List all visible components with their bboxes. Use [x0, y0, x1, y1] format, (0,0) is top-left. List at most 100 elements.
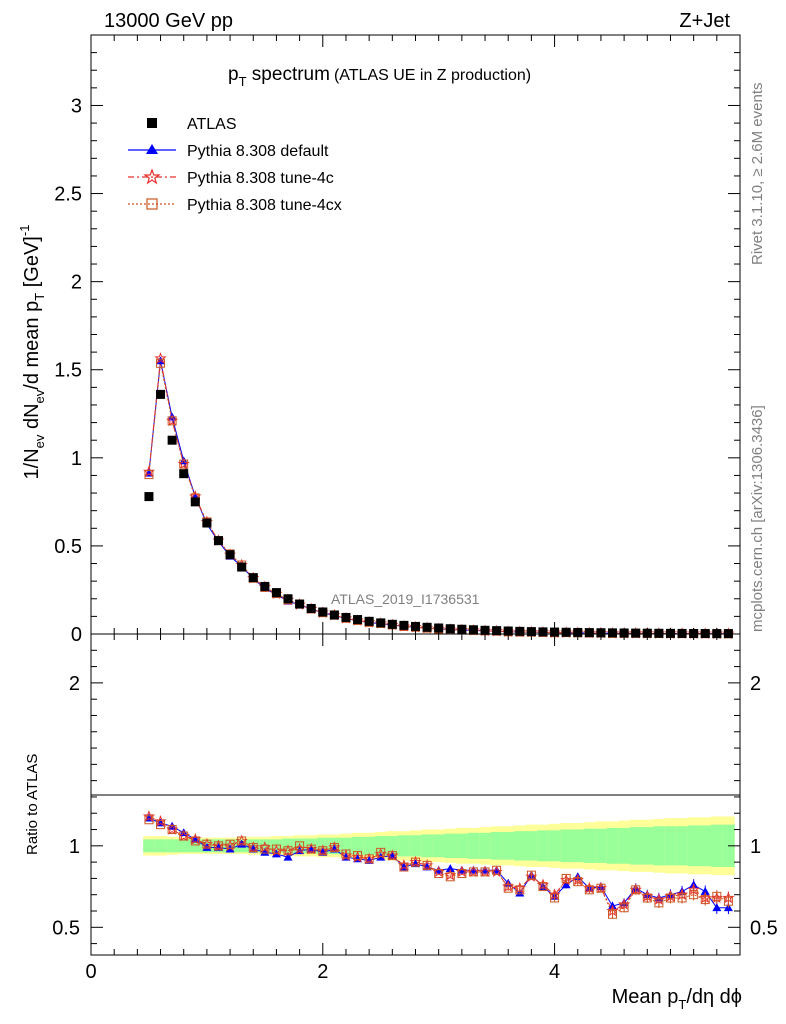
ratio-band-inner — [351, 836, 364, 855]
legend-atlas-marker — [147, 118, 157, 128]
legend-default-marker — [146, 144, 158, 154]
y-tick-label-main: 2 — [71, 272, 82, 294]
ratio-band-inner — [595, 828, 608, 863]
main-point-tune4cx — [179, 459, 189, 469]
analysis-id: ATLAS_2019_I1736531 — [331, 591, 480, 607]
main-point-tune4cx — [144, 470, 154, 480]
ratio-point-tune4cx — [341, 849, 351, 859]
x-axis-label: Mean pT/dη dϕ — [612, 986, 742, 1012]
main-point-tune4cx — [156, 358, 166, 368]
ratio-point-tune4cx — [631, 885, 641, 895]
main-point-atlas — [561, 627, 571, 637]
ratio-point-tune4cx — [596, 883, 606, 893]
main-point-atlas — [422, 622, 432, 632]
ratio-band-inner — [641, 827, 654, 865]
main-point-atlas — [468, 625, 478, 635]
plot-title: pT spectrum (ATLAS UE in Z production) — [228, 64, 531, 89]
main-point-atlas — [677, 628, 687, 638]
axis-ticks — [90, 34, 741, 955]
x-tick-label: 0 — [85, 961, 96, 983]
ratio-band-inner — [177, 839, 191, 853]
y-tick-label-main: 3 — [71, 95, 82, 117]
ratio-band-inner — [490, 831, 503, 860]
ratio-band-inner — [467, 832, 480, 859]
ratio-point-tune4cx — [213, 841, 223, 851]
main-point-atlas — [248, 573, 258, 583]
legend-tune4c-label: Pythia 8.308 tune-4c — [187, 170, 334, 187]
ratio-point-tune4cx — [561, 873, 571, 883]
main-point-atlas — [654, 628, 664, 638]
ratio-point-tune4cx — [167, 825, 177, 835]
ratio-point-tune4cx — [457, 869, 467, 879]
ratio-point-tune4cx — [353, 851, 363, 861]
main-point-atlas — [341, 612, 351, 622]
ratio-point-tune4c — [154, 814, 167, 827]
ratio-band-inner — [537, 830, 550, 862]
ratio-point-tune4c — [142, 810, 156, 822]
main-point-atlas — [167, 435, 177, 445]
ratio-point-tune4cx — [723, 896, 733, 906]
ratio-point-tune4cx — [329, 842, 339, 852]
process-label: Z+Jet — [679, 10, 730, 32]
title-p: p — [228, 64, 239, 85]
ratio-point-tune4cx — [364, 854, 374, 864]
ratio-point-tune4cx — [608, 909, 618, 919]
legend-atlas-label: ATLAS — [187, 116, 237, 133]
ratio-band-inner — [421, 834, 434, 858]
y-tick-label-ratio-left: 2 — [69, 673, 80, 695]
ratio-point-tune4cx — [283, 846, 293, 856]
ratio-point-default — [237, 839, 247, 848]
ratio-point-tune4cx — [480, 867, 490, 877]
ratio-band-inner — [456, 833, 469, 859]
main-point-atlas — [318, 607, 328, 617]
main-point-atlas — [295, 599, 305, 609]
ratio-point-tune4cx — [422, 860, 432, 870]
ratio-band-inner — [606, 827, 619, 864]
ratio-point-tune4cx — [665, 893, 675, 903]
ratio-point-tune4cx — [318, 846, 328, 856]
ratio-band-inner — [409, 835, 422, 857]
main-point-tune4cx — [167, 416, 177, 426]
y-tick-label-main: 1.5 — [54, 360, 82, 382]
ratio-point-tune4cx — [584, 885, 594, 895]
main-point-atlas — [608, 628, 618, 638]
mcplots-label: mcplots.cern.ch [arXiv:1306.3436] — [749, 405, 766, 632]
legend-tune4c-marker — [143, 168, 161, 185]
y-tick-label-ratio-right: 2 — [750, 673, 761, 695]
main-point-atlas — [190, 497, 200, 507]
ratio-point-tune4cx — [503, 883, 513, 893]
ratio-band-inner — [432, 834, 445, 858]
ratio-band-inner — [711, 824, 724, 868]
y-tick-label-ratio-right: 1 — [750, 836, 761, 858]
x-tick-label: 4 — [549, 961, 560, 983]
ratio-point-tune4cx — [712, 891, 722, 901]
ratio-point-tune4cx — [271, 844, 281, 854]
ratio-point-tune4cx — [468, 867, 478, 877]
ratio-point-default — [700, 886, 710, 895]
ratio-point-tune4cx — [619, 903, 629, 913]
main-point-tune4c — [154, 352, 167, 364]
x-tick-label: 2 — [317, 961, 328, 983]
ratio-panel-data — [142, 810, 735, 919]
ratio-point-tune4cx — [677, 893, 687, 903]
ratio-point-tune4cx — [190, 836, 200, 846]
main-point-atlas — [515, 626, 525, 636]
main-point-atlas — [237, 562, 247, 572]
ratio-point-default — [260, 847, 270, 856]
ratio-point-tune4cx — [144, 815, 154, 825]
ratio-band-inner — [548, 830, 561, 862]
ratio-point-tune4cx — [411, 857, 420, 867]
main-point-atlas — [202, 518, 212, 528]
title-rest: spectrum — [247, 64, 330, 85]
main-point-atlas — [411, 621, 420, 631]
ratio-point-tune4cx — [237, 836, 247, 846]
ratio-point-tune4cx — [306, 844, 316, 854]
ratio-band-inner — [687, 825, 700, 867]
main-point-atlas — [399, 620, 409, 630]
y-tick-label-ratio-left: 1 — [69, 836, 80, 858]
ratio-point-tune4cx — [654, 898, 664, 908]
main-point-atlas — [213, 536, 223, 546]
title-sub: T — [239, 74, 247, 89]
ratio-point-tune4cx — [445, 872, 455, 882]
